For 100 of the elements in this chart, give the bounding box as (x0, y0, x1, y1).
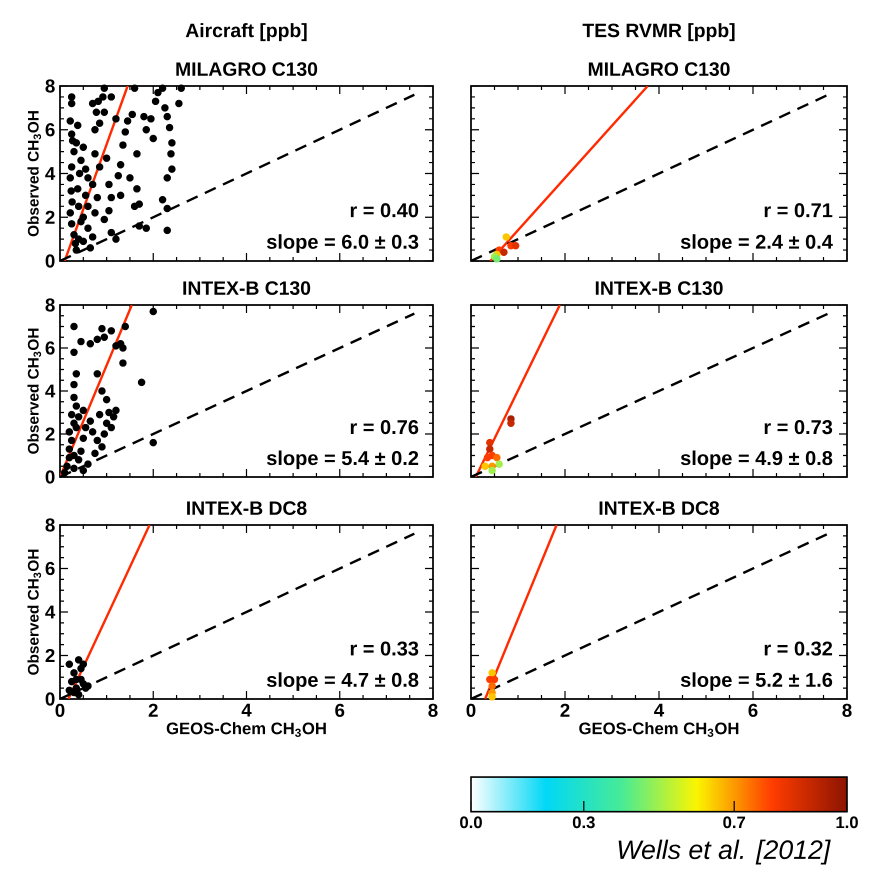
x-axis-title: GEOS-Chem CH$_{3}$OH (166, 722, 326, 737)
point (486, 438, 494, 446)
y-tick-label: 0 (46, 254, 55, 268)
chart-title: Aircraft [ppb] (186, 23, 307, 42)
point (63, 462, 71, 470)
y-axis-title: Observed CH$_{3}$OH (27, 328, 42, 454)
chart-title: TES RVMR [ppb] (582, 23, 735, 42)
point (105, 408, 113, 416)
annotation: slope = 4.7 ± 0.8 (266, 672, 418, 691)
point (495, 460, 503, 468)
point (70, 322, 78, 330)
point (70, 464, 78, 472)
annotation: slope = 5.2 ± 1.6 (680, 672, 832, 691)
annotation: r = 0.71 (764, 203, 832, 218)
annotation: slope = 2.4 ± 0.4 (680, 234, 833, 253)
point (138, 378, 146, 386)
chart-subtitle: MILAGRO C130 (588, 62, 730, 76)
point (80, 466, 88, 474)
point (150, 308, 157, 316)
point (74, 656, 82, 664)
chart-subtitle: MILAGRO C130 (176, 62, 318, 76)
point (66, 428, 74, 436)
annotation: r = 0.40 (350, 203, 418, 218)
y-tick-label: 2 (46, 427, 55, 441)
chart-title: INTEX-B C130 (183, 281, 310, 295)
point (100, 334, 108, 341)
x-tick-label: 6 (335, 704, 344, 717)
y-tick-label: 4 (45, 384, 56, 398)
y-tick-label: 0 (46, 470, 55, 484)
point (493, 255, 501, 263)
y-tick-label: 2 (46, 648, 55, 662)
point (119, 359, 127, 367)
point (108, 327, 116, 335)
y-tick-label: 0 (46, 692, 55, 706)
y-tick-label: 6 (46, 341, 55, 355)
color-bar-label: 0.7 (723, 816, 746, 828)
x-axis-title: GEOS-Chem CH$_{3}$OH (579, 722, 738, 737)
y-axis-title: Observed CH$_{3}$OH (27, 550, 42, 675)
point (98, 387, 106, 395)
point (102, 396, 110, 404)
point (72, 370, 80, 378)
color-bar-label: 0.0 (460, 816, 482, 828)
x-tick-label: 2 (148, 704, 158, 717)
point (72, 402, 80, 410)
point (72, 684, 80, 692)
point (122, 322, 130, 330)
point (68, 678, 76, 686)
point (486, 445, 494, 453)
point (77, 338, 85, 346)
point (60, 468, 68, 476)
annotation: slope = 5.4 ± 0.2 (266, 450, 418, 470)
point (500, 248, 508, 256)
point (66, 660, 74, 668)
y-tick-label: 2 (46, 210, 55, 224)
point (110, 413, 118, 421)
point (150, 438, 157, 446)
point (481, 462, 489, 470)
x-tick-label: 2 (560, 704, 570, 717)
y-axis-title: Observed CH$_{3}$OH (27, 111, 42, 236)
point (68, 436, 76, 444)
point (72, 424, 80, 432)
text: Wells et al. [2012] (618, 840, 831, 864)
annotation: r = 0.76 (350, 420, 418, 434)
y-tick-label: 8 (45, 298, 55, 312)
x-tick-label: 8 (428, 704, 438, 717)
point (507, 420, 515, 427)
point (112, 406, 120, 414)
point (102, 420, 110, 427)
annotation: r = 0.32 (764, 641, 832, 656)
y-tick-label: 6 (46, 123, 55, 136)
point (116, 340, 124, 348)
color-bar-label: 0.3 (572, 816, 595, 828)
point (70, 380, 78, 388)
x-tick-label: 4 (654, 704, 664, 717)
point (488, 466, 496, 474)
x-tick-label: 4 (242, 704, 252, 717)
point (74, 456, 82, 464)
point (484, 454, 492, 462)
point (68, 410, 76, 418)
point (88, 428, 96, 436)
point (91, 450, 99, 458)
y-tick-label: 8 (45, 79, 55, 93)
point (100, 430, 108, 438)
x-tick-label: 0 (56, 704, 64, 717)
point (86, 417, 94, 425)
y-tick-label: 6 (46, 562, 55, 576)
point (502, 233, 510, 241)
point (74, 690, 82, 698)
point (70, 348, 78, 356)
point (98, 443, 106, 451)
point (84, 460, 92, 468)
point (94, 336, 102, 344)
chart-title: INTEX-B C130 (596, 281, 723, 295)
x-tick-label: 0 (466, 704, 476, 717)
point (96, 410, 104, 418)
annotation: slope = 6.0 ± 0.3 (266, 234, 418, 253)
point (70, 394, 78, 402)
point (80, 434, 88, 442)
color-bar-label: 1.0 (836, 816, 858, 828)
y-tick-label: 8 (45, 518, 55, 532)
